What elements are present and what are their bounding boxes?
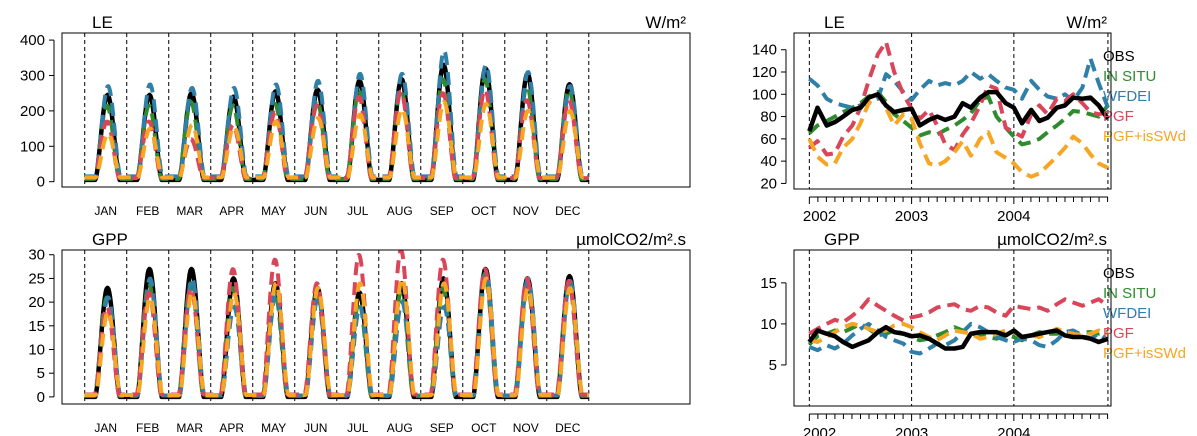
chart-le-diurnal: 0 100 200 300 400 JAN FEB MAR APR MAY JUN JUL AUG SEP… [20, 13, 691, 218]
month-label: SEP [430, 421, 454, 435]
month-label: NOV [513, 421, 539, 435]
plot-frame [61, 32, 691, 188]
month-label: APR [219, 421, 244, 435]
y-tick-label: 60 [760, 131, 777, 148]
plot-frame [61, 249, 691, 405]
y-tick-label: 15 [760, 275, 777, 292]
legend-entry-in-situ: IN SITU [1103, 68, 1156, 85]
month-label: FEB [136, 204, 159, 218]
month-label: DEC [555, 204, 581, 218]
y-tick-label: 80 [760, 109, 777, 126]
legend-entry-wfdei: WFDEI [1103, 88, 1151, 105]
y-tick-label: 20 [28, 294, 45, 311]
year-label: 2003 [895, 425, 928, 436]
legend-entry-wfdei: WFDEI [1103, 305, 1151, 322]
y-tick-label: 0 [37, 389, 45, 406]
month-label: JUL [347, 421, 369, 435]
chart-title: LE [92, 13, 113, 32]
chart-title: GPP [824, 230, 860, 249]
legend-entry-pgf-isswd: PGF+isSWd [1103, 345, 1186, 362]
series-line-pgf-isswd [83, 100, 590, 180]
chart-title: GPP [92, 230, 128, 249]
month-label: MAR [176, 421, 203, 435]
year-label: 2004 [997, 425, 1030, 436]
month-label: SEP [430, 204, 454, 218]
month-label: FEB [136, 421, 159, 435]
month-label: APR [219, 204, 244, 218]
month-label: DEC [555, 421, 581, 435]
legend-entry-pgf: PGF [1103, 108, 1134, 125]
y-tick-label: 0 [37, 174, 45, 191]
y-tick-label: 400 [20, 32, 45, 49]
y-tick-label: 15 [28, 318, 45, 335]
series-line-pgf [808, 297, 1110, 336]
chart-gpp-monthly: 5 10 15 2002 2003 2004 OBS IN SITU WFDEI PGF PGF+i… [760, 230, 1186, 436]
y-tick-label: 10 [760, 316, 777, 333]
year-label: 2004 [997, 208, 1030, 225]
month-label: AUG [387, 421, 413, 435]
series-line-in-situ [807, 90, 1110, 147]
chart-unit: µmolCO2/m².s [997, 230, 1107, 249]
y-tick-label: 100 [752, 86, 777, 103]
y-tick-label: 120 [752, 64, 777, 81]
month-label: OCT [471, 421, 497, 435]
legend-entry-obs: OBS [1103, 48, 1135, 65]
series-line-obs [807, 89, 1110, 132]
chart-unit: W/m² [645, 13, 686, 32]
plot-area [83, 250, 591, 404]
month-label: MAR [176, 204, 203, 218]
legend-entry-obs: OBS [1103, 265, 1135, 282]
legend-entry-in-situ: IN SITU [1103, 285, 1156, 302]
plot-frame [793, 249, 1112, 407]
y-tick-label: 40 [760, 153, 777, 170]
y-tick-label: 300 [20, 67, 45, 84]
y-tick-label: 5 [769, 357, 777, 374]
series-line-obs [807, 324, 1109, 351]
series-line-wfdei [808, 321, 1110, 356]
y-tick-label: 140 [752, 42, 777, 59]
plot-frame [793, 32, 1112, 190]
month-label: JAN [94, 421, 117, 435]
month-label: JAN [94, 204, 117, 218]
month-label: JUN [304, 421, 327, 435]
month-label: OCT [471, 204, 497, 218]
year-label: 2002 [803, 425, 836, 436]
plot-area [807, 33, 1110, 189]
month-label: AUG [387, 204, 413, 218]
year-label: 2002 [803, 208, 836, 225]
y-tick-label: 30 [28, 247, 45, 264]
chart-le-monthly: 20 40 60 80 100 120 140 2002 2003 2004 OBS IN SITU W… [752, 13, 1186, 225]
chart-title: LE [824, 13, 845, 32]
series-line-pgf [808, 39, 1109, 157]
y-tick-label: 20 [760, 175, 777, 192]
month-label: NOV [513, 204, 539, 218]
y-tick-label: 100 [20, 138, 45, 155]
month-label: MAY [261, 204, 286, 218]
chart-unit: µmolCO2/m².s [576, 230, 686, 249]
series-line-pgf-isswd [807, 92, 1109, 179]
series-line-pgf-isswd [83, 276, 590, 397]
plot-area [807, 250, 1110, 406]
y-tick-label: 5 [37, 365, 45, 382]
y-tick-label: 10 [28, 342, 45, 359]
chart-gpp-diurnal: 0 5 10 15 20 25 30 JAN FEB MAR APR MAY JUN JUL AUG SEP O… [28, 230, 691, 435]
year-label: 2003 [895, 208, 928, 225]
plot-area [83, 33, 591, 187]
series-line-wfdei [808, 56, 1110, 110]
chart-unit: W/m² [1066, 13, 1107, 32]
y-tick-label: 200 [20, 103, 45, 120]
legend-entry-pgf-isswd: PGF+isSWd [1103, 128, 1186, 145]
y-tick-label: 25 [28, 270, 45, 287]
month-label: JUL [347, 204, 369, 218]
month-label: JUN [304, 204, 327, 218]
legend-entry-pgf: PGF [1103, 325, 1134, 342]
month-label: MAY [261, 421, 286, 435]
